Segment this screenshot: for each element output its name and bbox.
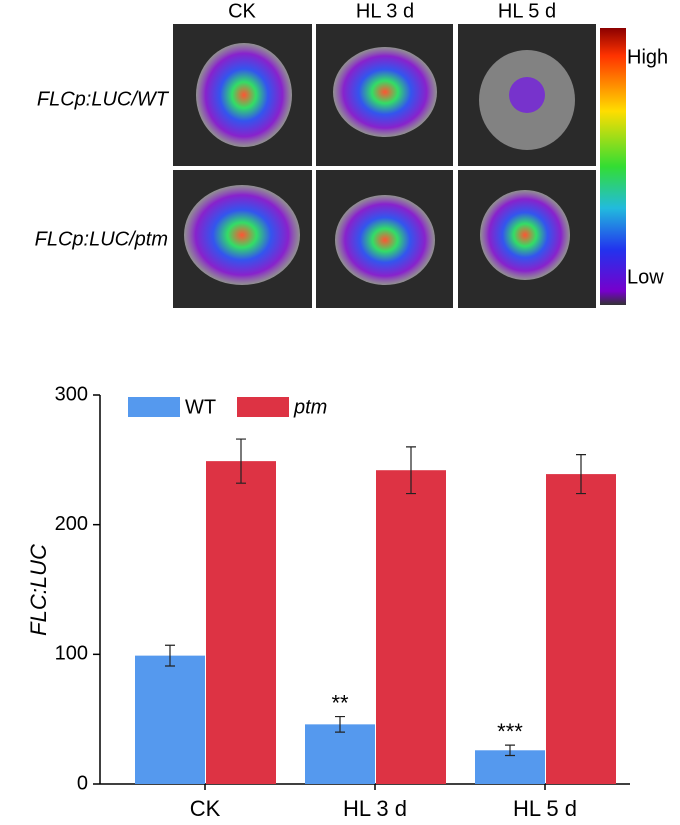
y-tick-label: 300 (55, 383, 88, 405)
bar (206, 461, 276, 784)
error-bar (406, 446, 416, 495)
plant (509, 77, 545, 113)
x-tick-label: HL 3 d (343, 796, 407, 821)
plant (196, 43, 292, 147)
x-tick-label: CK (190, 796, 221, 821)
row-label: FLCp:LUC/ptm (35, 228, 168, 250)
error-bar (236, 438, 246, 484)
error-bar (335, 715, 345, 733)
scale-low: Low (627, 266, 664, 288)
x-tick-label: HL 5 d (513, 796, 577, 821)
bar (546, 474, 616, 784)
legend-swatch (237, 397, 289, 417)
image-grid (173, 24, 626, 308)
y-tick-label: 0 (77, 772, 88, 794)
error-bar (165, 644, 175, 667)
bar (376, 470, 446, 784)
significance: ** (331, 690, 349, 715)
column-label: HL 3 d (356, 0, 414, 22)
legend-label: ptm (293, 396, 327, 418)
y-axis-title: FLC:LUC (26, 544, 51, 636)
scale-high: High (627, 46, 668, 68)
bar (135, 655, 205, 784)
y-tick-label: 200 (55, 513, 88, 535)
error-bar (576, 454, 586, 495)
plant (333, 47, 437, 137)
legend-swatch (128, 397, 180, 417)
plant (184, 185, 300, 285)
column-label: CK (228, 0, 256, 22)
plant (480, 190, 570, 280)
row-label: FLCp:LUC/WT (37, 88, 170, 110)
y-tick-label: 100 (55, 643, 88, 665)
plant (335, 195, 435, 285)
error-bar (505, 744, 515, 757)
legend-label: WT (185, 396, 216, 418)
column-label: HL 5 d (498, 0, 556, 22)
significance: *** (497, 719, 523, 744)
bar (305, 724, 375, 784)
color-scale (600, 28, 626, 305)
